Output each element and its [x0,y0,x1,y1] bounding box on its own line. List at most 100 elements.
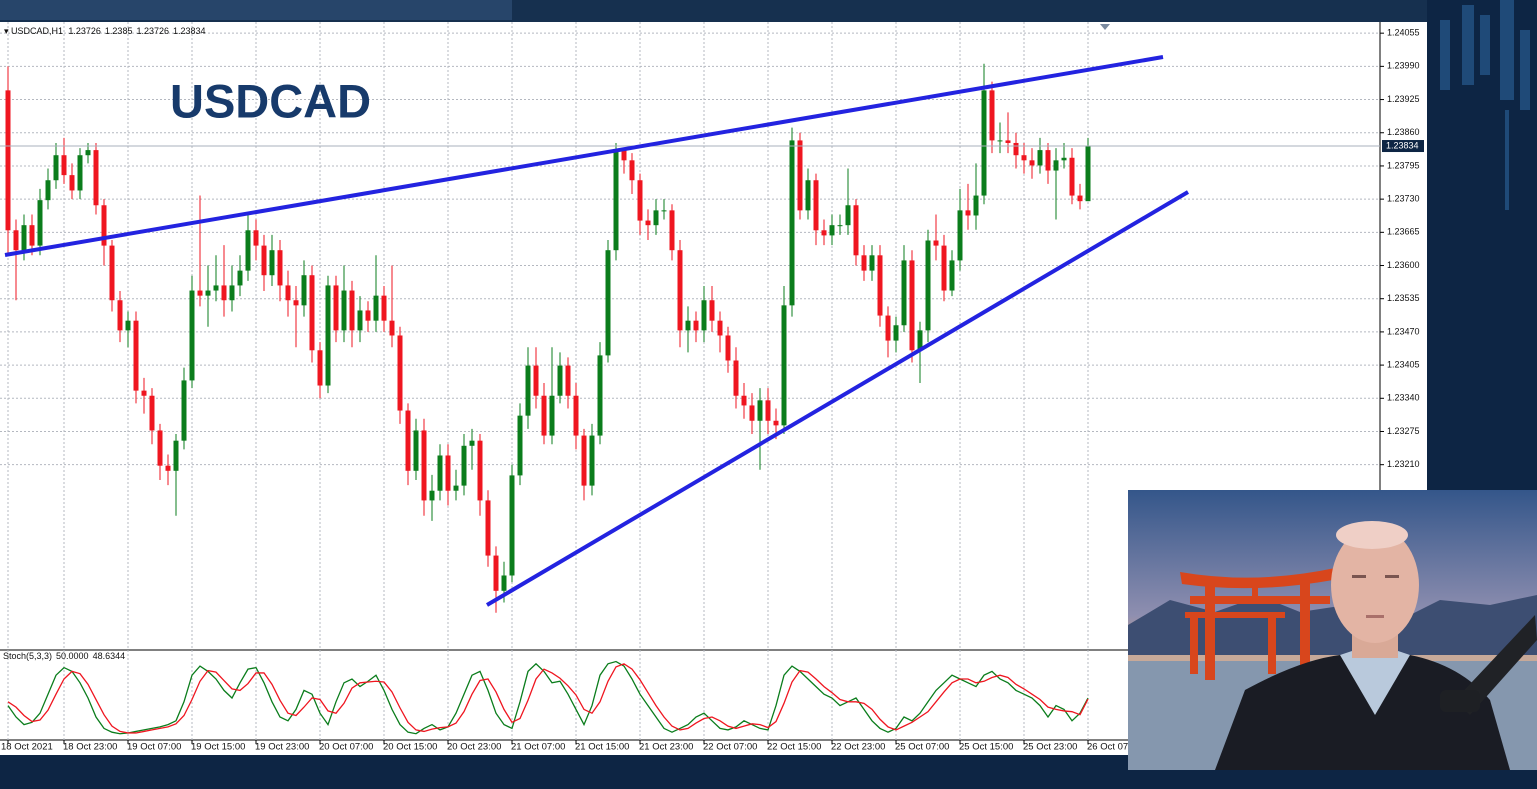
x-tick-label: 18 Oct 2021 [1,742,53,753]
candle-body [869,255,875,271]
candle-body [1085,146,1091,202]
stoch-d-value: 48.6344 [93,651,126,661]
y-tick-label: 1.23860 [1387,127,1420,137]
candle-body [885,315,891,341]
candle-body [789,140,795,306]
candle-body [69,175,75,191]
candle-body [1005,140,1011,143]
candle-body [1053,160,1059,171]
candle-body [101,205,107,246]
candle-body [1061,157,1067,161]
candle-body [669,210,675,251]
candle-body [1013,142,1019,156]
candle-body [365,310,371,321]
candle-body [637,180,643,221]
y-tick-label: 1.23535 [1387,293,1420,303]
candle-body [437,455,443,491]
candle-body [173,440,179,471]
candle-body [925,240,931,331]
candle-body [53,155,59,181]
header-low: 1.23726 [136,26,169,36]
candle-body [125,320,131,331]
candle-body [821,230,827,236]
x-tick-label: 19 Oct 07:00 [127,742,181,753]
y-tick-label: 1.23340 [1387,393,1420,403]
candle-body [709,300,715,321]
candle-body [733,360,739,396]
candle-body [933,240,939,246]
x-tick-label: 22 Oct 15:00 [767,742,821,753]
candle-body [1045,150,1051,171]
candle-body [741,395,747,406]
candle-body [245,230,251,271]
candle-body [773,420,779,426]
candle-body [197,290,203,296]
candle-body [165,465,171,471]
candle-body [61,155,67,176]
indicator-line [7,660,1089,735]
current-price-box [1382,140,1424,153]
indicator-line [7,663,1089,734]
background-candles [1440,0,1530,210]
candle-body [1069,157,1075,196]
x-tick-label: 22 Oct 07:00 [703,742,757,753]
grid: 1.24055 1.23990 1.23925 1.23860 1.23795 1.237… [0,22,1420,753]
candle-body [501,575,507,591]
candle-body [157,430,163,466]
candle-body [37,200,43,246]
candle-body [829,225,835,236]
candle-body [805,180,811,211]
candle-body [861,255,867,271]
y-tick-label: 1.23730 [1387,194,1420,204]
candle-body [349,290,355,331]
candle-body [981,90,987,196]
candle-body [429,490,435,501]
candle-body [701,300,707,331]
x-tick-label: 21 Oct 23:00 [639,742,693,753]
candle-body [813,180,819,231]
candle-body [5,90,11,231]
candle-body [421,430,427,501]
y-tick-label: 1.23210 [1387,459,1420,469]
candle-body [989,90,995,141]
candle-body [485,500,491,556]
y-tick-label: 1.23665 [1387,227,1420,237]
candle-body [581,435,587,486]
toolbar-buttons[interactable] [0,0,512,20]
header-open: 1.23726 [68,26,101,36]
chart-title: USDCAD [170,74,371,127]
candle-body [693,320,699,331]
candle-body [525,365,531,416]
candle-body [389,320,395,336]
candle-body [973,195,979,216]
candle-body [461,445,467,486]
candle-body [77,155,83,191]
candle-body [85,150,91,156]
candle-body [573,395,579,436]
candle-body [549,395,555,436]
y-tick-label: 1.23470 [1387,326,1420,336]
y-tick-label: 1.23405 [1387,359,1420,369]
y-tick-label: 1.24055 [1387,28,1420,38]
candle-body [237,270,243,286]
candle-body [269,250,275,276]
candle-body [845,205,851,226]
candle-body [917,330,923,351]
candle-body [221,285,227,301]
candle-body [285,285,291,301]
y-tick-label: 1.23795 [1387,160,1420,170]
candle-body [565,365,571,396]
candle-body [133,320,139,391]
indicator-header: Stoch(5,3,3) 50.0000 48.6344 [3,651,125,661]
candle-body [749,405,755,421]
candle-body [413,430,419,471]
x-tick-label: 26 Oct 07:00 [1087,742,1141,753]
candle-body [1029,160,1035,166]
candle-body [309,275,315,351]
price-header: ▾ USDCAD,H1 1.23726 1.2385 1.23726 1.23834 [4,26,206,36]
candle-body [685,320,691,331]
candle-body [277,250,283,286]
candle-body [477,440,483,501]
